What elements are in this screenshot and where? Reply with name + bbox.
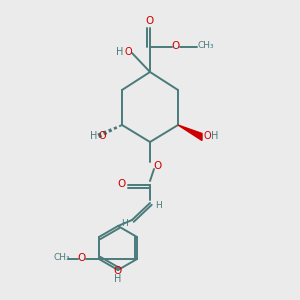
Text: O: O xyxy=(78,253,86,263)
Polygon shape xyxy=(178,125,202,140)
Text: O: O xyxy=(124,47,132,57)
Text: O: O xyxy=(98,131,106,141)
Text: H: H xyxy=(122,218,128,227)
Text: O: O xyxy=(117,179,125,189)
Text: H: H xyxy=(90,131,98,141)
Text: H: H xyxy=(114,274,122,284)
Text: O: O xyxy=(154,161,162,171)
Text: H: H xyxy=(154,200,161,209)
Text: CH₃: CH₃ xyxy=(54,254,70,262)
Text: O: O xyxy=(203,131,211,141)
Text: O: O xyxy=(172,41,180,51)
Text: O: O xyxy=(114,266,122,276)
Text: O: O xyxy=(146,16,154,26)
Text: H: H xyxy=(211,131,219,141)
Text: CH₃: CH₃ xyxy=(198,41,214,50)
Text: H: H xyxy=(116,47,124,57)
